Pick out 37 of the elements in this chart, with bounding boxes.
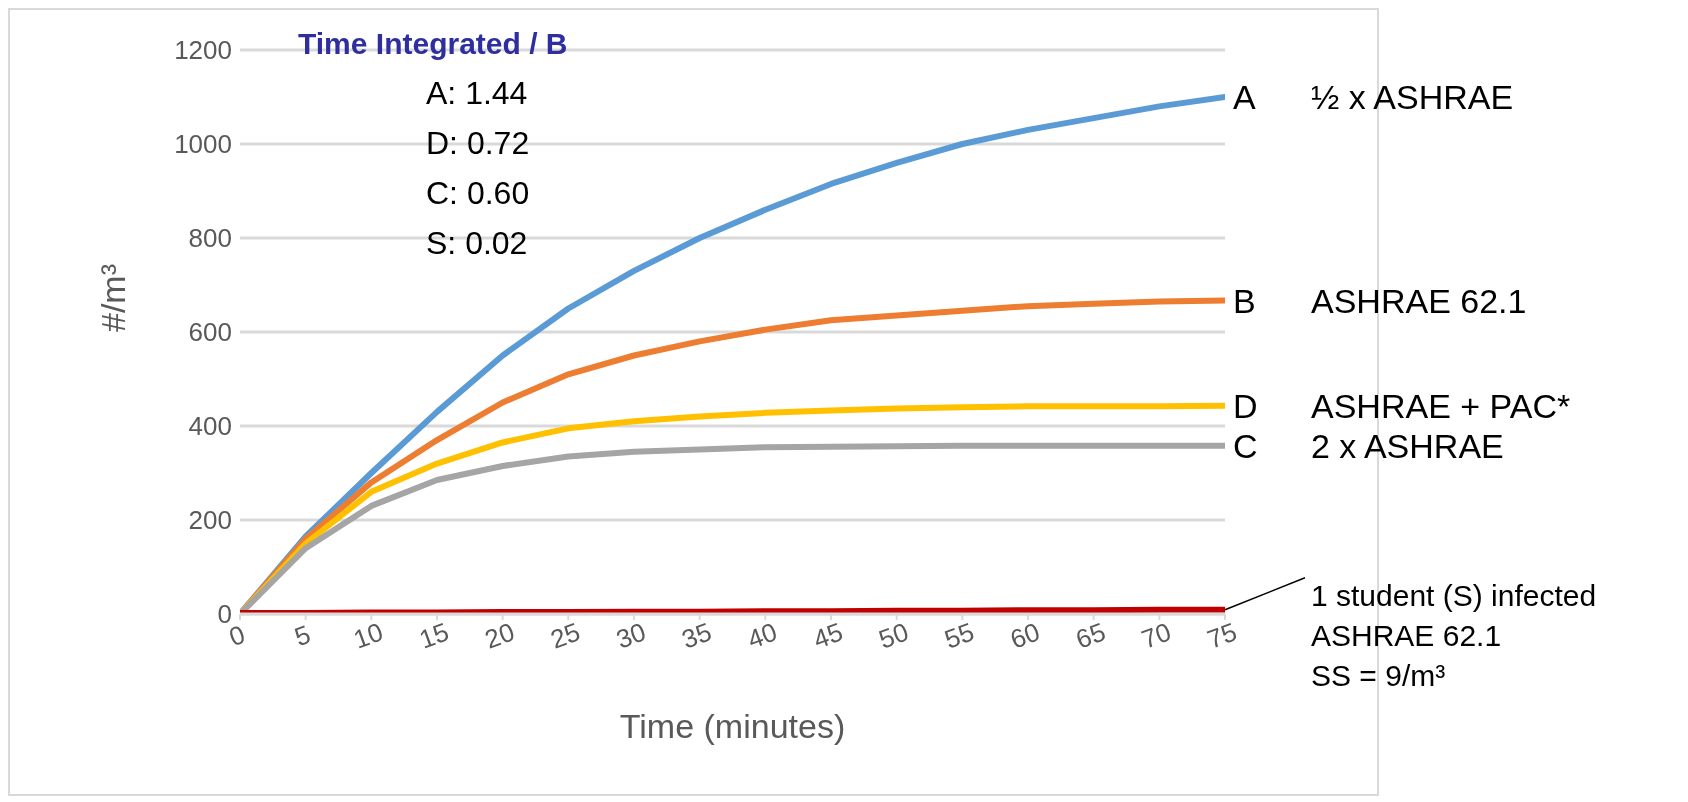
text: ASHRAE 62.1 xyxy=(1311,281,1527,320)
x-tick-label: 45 xyxy=(809,616,847,655)
annotation: A: 1.44 xyxy=(426,75,528,111)
y-tick-label: 400 xyxy=(188,411,232,442)
y-tick-label: 800 xyxy=(188,223,232,254)
x-tick-label: 65 xyxy=(1071,616,1110,655)
series-label: A xyxy=(1233,78,1256,116)
x-tick-label: 25 xyxy=(546,616,584,655)
y-tick-label: 200 xyxy=(188,505,232,536)
x-tick-label: 40 xyxy=(743,616,781,655)
annotation: 1 student (S) infected ASHRAE 62.1 SS = 9/m³ xyxy=(1311,579,1597,693)
y-axis-title: #/m³ xyxy=(94,264,133,332)
text: ½ x ASHRAE xyxy=(1311,78,1514,116)
chart-title: Time Integrated / B xyxy=(298,27,568,60)
x-axis-title: Time (minutes) xyxy=(619,707,846,746)
text: 2 x ASHRAE xyxy=(1311,426,1504,465)
x-tick-label: 35 xyxy=(677,616,716,655)
x-tick-label: 60 xyxy=(1006,616,1044,655)
x-tick-label: 10 xyxy=(349,616,387,655)
x-tick-label: 15 xyxy=(415,616,453,655)
x-tick-label: 20 xyxy=(480,616,519,655)
x-tick-label: 30 xyxy=(612,616,650,655)
y-tick-label: 1200 xyxy=(174,35,232,66)
x-tick-label: 50 xyxy=(874,616,913,655)
series-label: B xyxy=(1233,281,1256,320)
x-tick-label: 5 xyxy=(290,618,315,653)
annotation: S: 0.02 xyxy=(426,225,528,261)
x-tick-label: 70 xyxy=(1137,616,1175,655)
series-label: D xyxy=(1233,386,1258,425)
text: ASHRAE + PAC* xyxy=(1311,386,1571,425)
series-label: C xyxy=(1233,426,1258,465)
x-tick-label: 55 xyxy=(940,616,978,655)
x-tick-label: 75 xyxy=(1203,616,1241,655)
annotation: C: 0.60 xyxy=(426,175,530,211)
y-tick-label: 600 xyxy=(188,317,232,348)
y-tick-label: 1000 xyxy=(174,129,232,160)
annotation: D: 0.72 xyxy=(426,125,530,161)
